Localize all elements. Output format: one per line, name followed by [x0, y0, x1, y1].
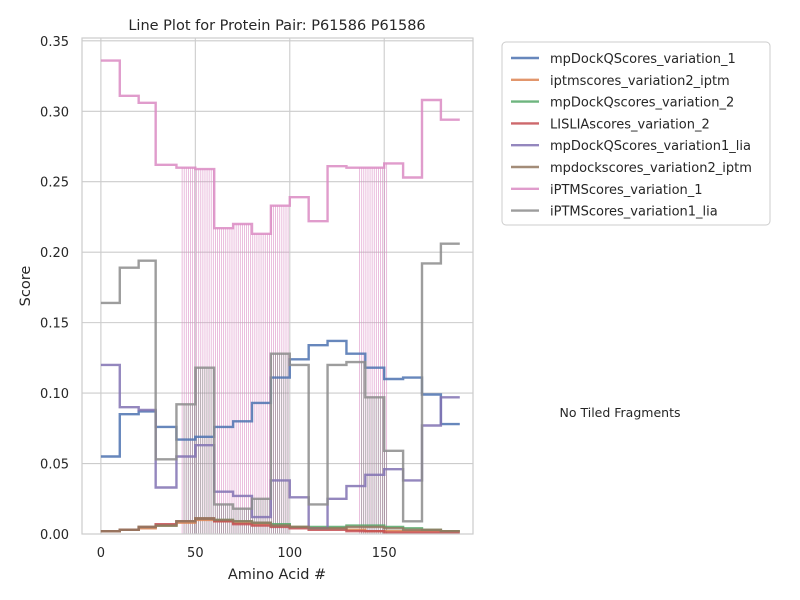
side-note-text: No Tiled Fragments — [560, 405, 681, 420]
legend-label-1: iptmscores_variation2_iptm — [550, 74, 730, 89]
legend-label-3: LISLIAscores_variation_2 — [550, 117, 710, 132]
y-tick-label-0: 0.00 — [40, 528, 69, 543]
y-tick-labels: 0.00 0.05 0.10 0.15 0.20 0.25 0.30 0.35 — [40, 35, 69, 543]
x-tick-label-2: 100 — [277, 546, 302, 561]
legend-label-7: iPTMScores_variation1_lia — [550, 205, 718, 220]
x-tick-label-1: 50 — [187, 546, 204, 561]
series-line-0 — [100, 339, 460, 458]
series-line-7 — [100, 242, 460, 523]
x-tick-label-0: 0 — [97, 546, 105, 561]
plot-area: 0 50 100 150 0.000.050.100.150.200.250.300.… — [40, 35, 474, 561]
y-tick-label-4: 0.20 — [40, 246, 69, 261]
fill-band-lines — [181, 163, 388, 534]
legend: mpDockQScores_variation_1 iptmscores_vari… — [501, 41, 771, 226]
legend-items: mpDockQScores_variation_1 iptmscores_vari… — [511, 52, 752, 220]
series-line-5 — [100, 517, 460, 533]
series-line-6 — [100, 59, 460, 236]
y-axis-label: Score — [18, 266, 34, 307]
series-lines — [100, 59, 460, 534]
series-line-4 — [100, 363, 460, 530]
legend-label-0: mpDockQScores_variation_1 — [550, 52, 736, 67]
legend-frame — [501, 41, 771, 226]
chart-title: Line Plot for Protein Pair: P61586 P6158… — [128, 18, 425, 34]
y-tick-label-2: 0.10 — [40, 387, 69, 402]
y-tick-label-7: 0.35 — [40, 35, 69, 50]
plot-frame — [81, 37, 474, 535]
legend-label-4: mpDockQScores_variation1_lia — [550, 139, 751, 154]
x-axis-label: Amino Acid # — [228, 567, 326, 583]
x-tick-labels: 0 50 100 150 — [97, 546, 397, 561]
y-tick-label-1: 0.05 — [40, 458, 69, 473]
legend-label-6: iPTMScores_variation_1 — [550, 183, 703, 198]
x-tick-label-3: 150 — [372, 546, 397, 561]
legend-label-5: mpdockscores_variation2_iptm — [550, 161, 752, 176]
y-tick-label-5: 0.25 — [40, 176, 69, 191]
legend-label-2: mpDockQscores_variation_2 — [550, 96, 734, 111]
y-tick-label-6: 0.30 — [40, 105, 69, 120]
y-tick-label-3: 0.15 — [40, 317, 69, 332]
